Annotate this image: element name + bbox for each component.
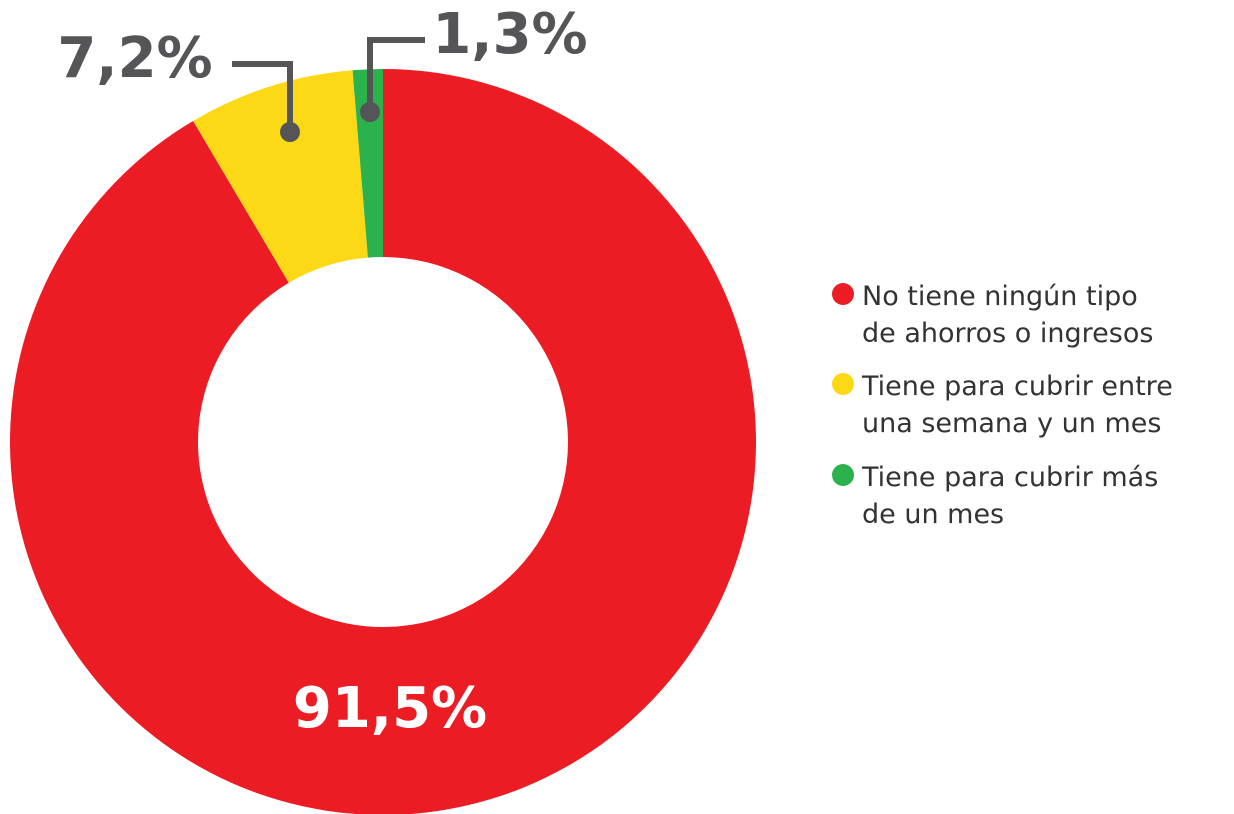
donut (10, 69, 756, 814)
legend-swatch (832, 464, 854, 486)
legend-swatch (832, 283, 854, 305)
legend-label: Tiene para cubrir entre una semana y un … (862, 371, 1173, 439)
legend-swatch (832, 373, 854, 395)
donut-slice (193, 70, 368, 283)
legend-label: No tiene ningún tipo de ahorros o ingres… (862, 281, 1154, 349)
leader-lines (232, 37, 425, 132)
leader-dot (360, 102, 380, 122)
value-label: 1,3% (432, 2, 587, 67)
donut-slice (10, 69, 756, 814)
leader-line (232, 61, 293, 132)
leader-line (367, 37, 425, 112)
value-labels: 91,5% 7,2% 1,3% (57, 2, 587, 741)
leader-dot (280, 122, 300, 142)
value-label: 91,5% (293, 676, 487, 741)
value-label: 7,2% (57, 26, 212, 91)
legend-label: Tiene para cubrir más de un mes (862, 462, 1159, 530)
